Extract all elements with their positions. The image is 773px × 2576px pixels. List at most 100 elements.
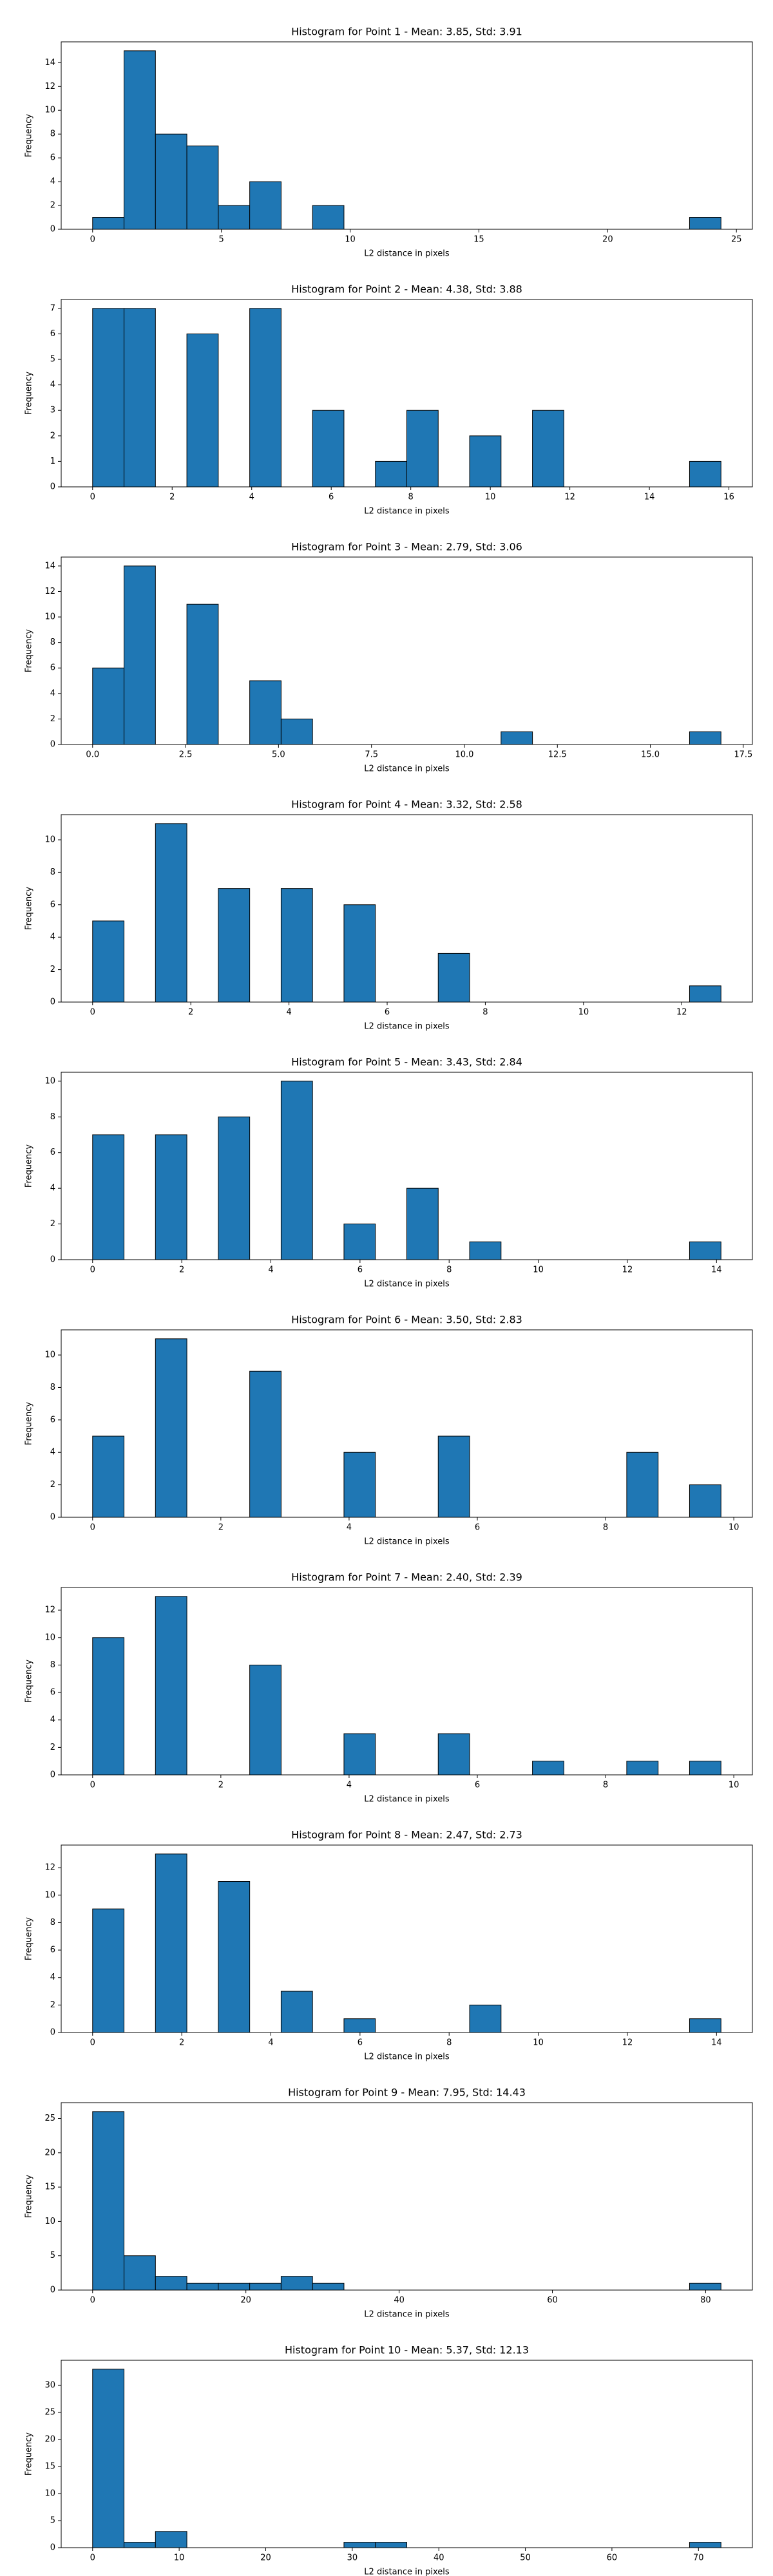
y-tick-label: 4 bbox=[50, 1184, 55, 1193]
chart-title: Histogram for Point 9 - Mean: 7.95, Std:… bbox=[288, 2087, 526, 2099]
y-tick-label: 3 bbox=[50, 406, 55, 415]
chart-title: Histogram for Point 10 - Mean: 5.37, Std… bbox=[285, 2344, 529, 2356]
x-tick-label: 14 bbox=[644, 493, 655, 502]
x-tick-label: 10 bbox=[345, 235, 356, 245]
y-axis-label: Frequency bbox=[24, 1917, 34, 1960]
x-tick-label: 14 bbox=[711, 2038, 722, 2048]
histogram-bar bbox=[249, 1370, 282, 1518]
histogram-bar bbox=[343, 1452, 376, 1518]
histogram-bar bbox=[469, 435, 502, 488]
histogram-bar bbox=[186, 146, 219, 230]
axes-frame bbox=[61, 1329, 753, 1518]
y-tick-label: 15 bbox=[44, 2183, 55, 2192]
y-tick-label: 14 bbox=[44, 58, 55, 68]
x-axis-label: L2 distance in pixels bbox=[364, 2568, 450, 2576]
histogram-bar bbox=[92, 1435, 125, 1518]
x-tick-label: 10 bbox=[533, 2038, 544, 2048]
y-tick-label: 2 bbox=[50, 714, 55, 724]
y-tick-label: 10 bbox=[44, 1633, 55, 1642]
histogram-bar bbox=[218, 1880, 251, 2033]
histogram-bar bbox=[280, 888, 313, 1003]
x-axis-label: L2 distance in pixels bbox=[364, 1280, 450, 1289]
chart-title: Histogram for Point 4 - Mean: 3.32, Std:… bbox=[291, 799, 522, 811]
x-tick-label: 70 bbox=[693, 2553, 704, 2563]
y-tick-label: 10 bbox=[44, 106, 55, 115]
y-tick-label: 8 bbox=[50, 1660, 55, 1670]
x-tick-label: 6 bbox=[475, 1523, 480, 1533]
x-tick-label: 2 bbox=[169, 493, 175, 502]
histogram-bar bbox=[92, 2369, 125, 2548]
x-tick-label: 6 bbox=[358, 1265, 363, 1275]
histogram-bar bbox=[186, 603, 219, 745]
chart-title: Histogram for Point 3 - Mean: 2.79, Std:… bbox=[291, 541, 522, 553]
axes-frame bbox=[61, 1844, 753, 2033]
x-tick-label: 40 bbox=[434, 2553, 444, 2563]
x-tick-label: 0 bbox=[90, 2296, 95, 2306]
x-tick-label: 25 bbox=[731, 235, 742, 245]
x-tick-label: 12 bbox=[564, 493, 575, 502]
x-tick-label: 0.0 bbox=[86, 750, 99, 760]
x-tick-label: 12 bbox=[622, 1265, 633, 1275]
x-tick-label: 10 bbox=[729, 1523, 740, 1533]
histogram-bar bbox=[280, 1081, 313, 1260]
y-tick-label: 25 bbox=[44, 2114, 55, 2123]
histogram-bar bbox=[155, 823, 187, 1003]
chart-title: Histogram for Point 6 - Mean: 3.50, Std:… bbox=[291, 1314, 522, 1326]
x-tick-label: 0 bbox=[90, 1008, 95, 1018]
histogram-bar bbox=[689, 1484, 721, 1518]
histogram-bar bbox=[312, 410, 345, 488]
histogram-bar bbox=[469, 2004, 502, 2033]
histogram-bar bbox=[92, 308, 125, 488]
y-tick-label: 10 bbox=[44, 835, 55, 845]
y-tick-label: 8 bbox=[50, 1112, 55, 1122]
y-tick-label: 6 bbox=[50, 900, 55, 909]
histogram-bar bbox=[155, 1134, 187, 1260]
y-tick-label: 8 bbox=[50, 867, 55, 877]
histogram-bar bbox=[375, 460, 408, 488]
y-tick-label: 6 bbox=[50, 1148, 55, 1157]
x-axis-label: L2 distance in pixels bbox=[364, 507, 450, 516]
y-tick-label: 10 bbox=[44, 1076, 55, 1086]
axes-frame bbox=[61, 2102, 753, 2291]
x-tick-label: 7.5 bbox=[365, 750, 378, 760]
histogram-bar bbox=[312, 2282, 345, 2291]
chart-title: Histogram for Point 1 - Mean: 3.85, Std:… bbox=[291, 26, 522, 38]
histogram-bar bbox=[689, 985, 721, 1003]
histogram-bar bbox=[124, 2255, 156, 2291]
histogram-bar bbox=[186, 333, 219, 488]
histogram-bar bbox=[375, 2542, 408, 2548]
histogram-bar bbox=[626, 1452, 659, 1518]
y-tick-label: 12 bbox=[44, 1605, 55, 1615]
histogram-bar bbox=[155, 2276, 187, 2291]
x-tick-label: 6 bbox=[475, 1781, 480, 1790]
y-tick-label: 4 bbox=[50, 1448, 55, 1457]
x-axis-label: L2 distance in pixels bbox=[364, 2052, 450, 2062]
y-tick-label: 5 bbox=[50, 2251, 55, 2260]
histogram-bar bbox=[689, 460, 721, 488]
y-tick-label: 8 bbox=[50, 1918, 55, 1927]
y-tick-label: 2 bbox=[50, 1480, 55, 1490]
y-tick-label: 5 bbox=[50, 2516, 55, 2526]
y-tick-label: 2 bbox=[50, 201, 55, 211]
x-axis-label: L2 distance in pixels bbox=[364, 1537, 450, 1547]
chart-title: Histogram for Point 7 - Mean: 2.40, Std:… bbox=[291, 1571, 522, 1584]
y-tick-label: 10 bbox=[44, 2217, 55, 2226]
x-tick-label: 8 bbox=[446, 2038, 452, 2048]
y-tick-label: 12 bbox=[44, 587, 55, 596]
x-tick-label: 15.0 bbox=[641, 750, 660, 760]
axes-frame bbox=[61, 1072, 753, 1260]
x-tick-label: 80 bbox=[700, 2296, 711, 2306]
x-tick-label: 50 bbox=[520, 2553, 531, 2563]
y-tick-label: 0 bbox=[50, 740, 55, 750]
histogram-bar bbox=[124, 565, 156, 745]
histogram-bar bbox=[92, 2111, 125, 2291]
y-axis-label: Frequency bbox=[24, 2432, 34, 2476]
histogram-bar bbox=[469, 1241, 502, 1260]
y-tick-label: 8 bbox=[50, 1383, 55, 1392]
y-axis-label: Frequency bbox=[24, 2175, 34, 2218]
x-tick-label: 2 bbox=[218, 1781, 224, 1790]
y-axis-label: Frequency bbox=[24, 629, 34, 672]
x-tick-label: 0 bbox=[90, 493, 95, 502]
histogram-bar bbox=[218, 2282, 251, 2291]
y-tick-label: 0 bbox=[50, 998, 55, 1007]
